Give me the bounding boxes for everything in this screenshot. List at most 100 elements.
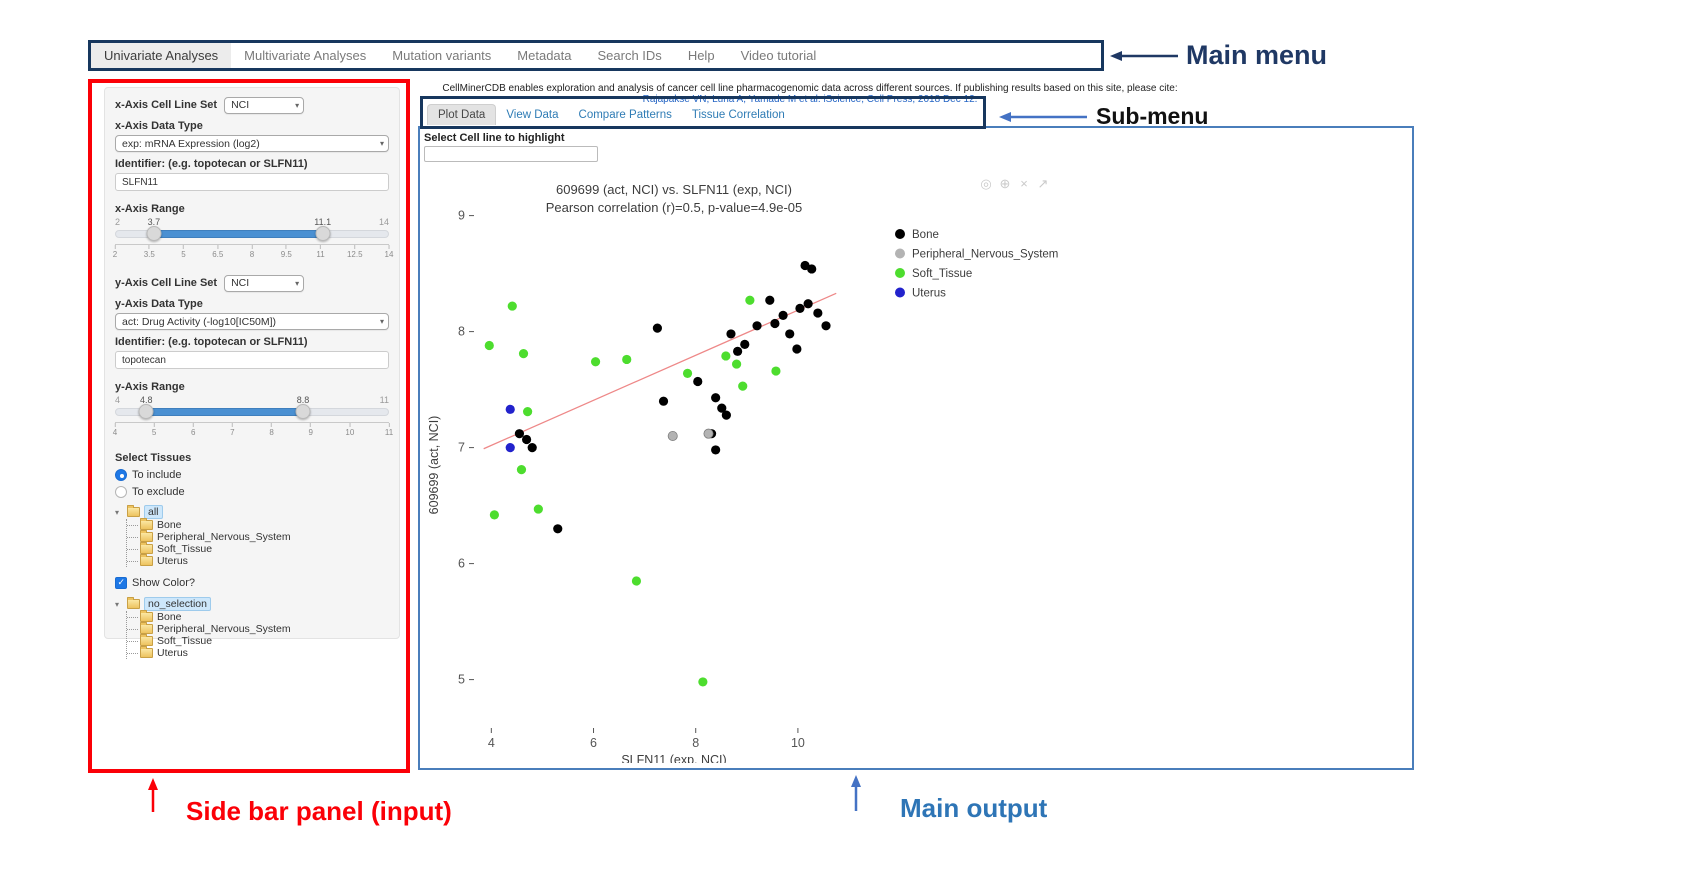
show-color-checkbox[interactable]: Show Color? [115,575,389,591]
collapse-icon[interactable]: ▾ [115,507,120,517]
tab-view-data[interactable]: View Data [506,109,559,121]
x-axis-identifier-input[interactable] [115,173,389,191]
scatter-point-bone[interactable] [813,308,823,318]
tree-item-bone[interactable]: Bone [127,518,389,531]
radio-to-exclude[interactable]: To exclude [115,484,389,499]
tree-item-soft-tissue[interactable]: Soft_Tissue [127,542,389,555]
legend-label[interactable]: Soft_Tissue [912,268,972,280]
zoom-in-icon[interactable]: ⊕ [1000,176,1011,191]
scatter-point-bone[interactable] [721,410,731,420]
tab-video-tutorial[interactable]: Video tutorial [740,48,817,63]
scatter-point-bone[interactable] [740,339,750,349]
scatter-point-bone[interactable] [553,524,563,534]
scatter-point-uterus[interactable] [505,443,515,453]
scatter-point-bone[interactable] [652,323,662,333]
tree-item-peripheral-nervous-system[interactable]: Peripheral_Nervous_System [127,530,389,543]
tab-tissue-correlation[interactable]: Tissue Correlation [691,109,785,121]
slider-handle-to[interactable] [295,404,311,419]
y-axis-cell-line-set-select[interactable]: NCI ▾ [224,274,305,292]
scatter-point-peripheral_nervous_system[interactable] [703,428,714,439]
scatter-point-bone[interactable] [658,396,669,406]
tab-mutation-variants[interactable]: Mutation variants [392,48,492,63]
color-tree-item-peripheral-nervous-system[interactable]: Peripheral_Nervous_System [127,622,389,635]
scatter-point-bone[interactable] [770,318,780,329]
scatter-point-soft_tissue[interactable] [721,351,731,361]
camera-icon[interactable]: ◎ [980,176,991,191]
citation-link[interactable]: Rajapakse VN, Luna A, Yamade M et al. iS… [642,94,978,105]
scatter-point-soft_tissue[interactable] [533,504,543,514]
scatter-point-bone[interactable] [717,403,727,413]
tree-root-label[interactable]: no_selection [144,597,211,611]
slider-to-label: 11.1 [314,217,332,227]
scatter-point-bone[interactable] [821,321,831,331]
close-icon[interactable]: × [1020,176,1028,191]
color-tree-item-uterus[interactable]: Uterus [127,646,389,659]
cell-line-highlight-input[interactable] [424,146,598,162]
scatter-point-soft_tissue[interactable] [516,465,527,475]
scatter-point-soft_tissue[interactable] [731,359,742,369]
tree-item-uterus[interactable]: Uterus [127,554,389,567]
scatter-point-peripheral_nervous_system[interactable] [667,430,678,441]
scatter-point-soft_tissue[interactable] [507,301,517,311]
legend-label[interactable]: Uterus [912,288,946,300]
scatter-point-bone[interactable] [693,376,703,387]
scatter-point-soft_tissue[interactable] [484,340,494,351]
scatter-point-bone[interactable] [792,344,802,354]
slider-handle-from[interactable] [146,226,162,241]
scatter-point-soft_tissue[interactable] [771,366,781,376]
tree-root-all[interactable]: ▾ all [115,505,389,519]
scatter-point-soft_tissue[interactable] [489,510,499,520]
scatter-point-bone[interactable] [733,346,743,356]
scatter-point-bone[interactable] [795,303,805,313]
tab-univariate-analyses[interactable]: Univariate Analyses [91,43,232,68]
slider-handle-from[interactable] [138,404,154,419]
x-axis-range-slider[interactable]: 2 14 3.7 11.1 2 3.5 5 6.5 8 9.5 11 12.5 … [113,217,394,260]
tree-root-label[interactable]: all [144,505,163,519]
scatter-point-soft_tissue[interactable] [738,381,748,391]
scatter-point-soft_tissue[interactable] [523,407,533,417]
x-axis-data-type-select[interactable]: exp: mRNA Expression (log2) ▾ [115,135,389,152]
scatter-point-soft_tissue[interactable] [622,354,632,365]
x-axis-cell-line-set-select[interactable]: NCI ▾ [224,96,305,114]
scatter-point-uterus[interactable] [505,404,515,414]
scatter-point-soft_tissue[interactable] [518,349,529,359]
tab-plot-data[interactable]: Plot Data [427,104,497,125]
scatter-point-bone[interactable] [514,429,525,439]
scatter-point-bone[interactable] [778,310,788,320]
tab-metadata[interactable]: Metadata [517,48,572,63]
pan-icon[interactable]: ↗ [1038,176,1049,191]
y-axis-data-type-select[interactable]: act: Drug Activity (-log10[IC50M]) ▾ [115,313,389,330]
radio-to-include[interactable]: To include [115,467,389,482]
tree-root-no-selection[interactable]: ▾ no_selection [115,597,389,611]
scatter-point-bone[interactable] [521,434,532,445]
scatter-point-bone[interactable] [785,329,795,339]
y-axis-identifier-input[interactable] [115,351,389,369]
slider-bar[interactable] [153,230,323,238]
y-axis-range-slider[interactable]: 4 11 4.8 8.8 4 5 6 7 8 9 10 11 [113,395,393,438]
main-menu-annotation: Main menu [1186,40,1328,70]
color-tree-item-soft-tissue[interactable]: Soft_Tissue [127,634,389,647]
scatter-point-soft_tissue[interactable] [682,368,693,378]
tab-search-ids[interactable]: Search IDs [597,48,662,63]
collapse-icon[interactable]: ▾ [115,599,120,609]
scatter-point-bone[interactable] [752,321,762,331]
tab-multivariate-analyses[interactable]: Multivariate Analyses [244,48,367,63]
slider-handle-to[interactable] [315,226,331,241]
scatter-point-bone[interactable] [711,393,721,403]
slider-bar[interactable] [146,408,303,416]
scatter-point-bone[interactable] [765,295,775,305]
tab-help[interactable]: Help [687,48,715,63]
scatter-point-bone[interactable] [726,329,736,339]
scatter-point-bone[interactable] [803,299,813,309]
legend-label[interactable]: Bone [912,229,939,241]
scatter-point-bone[interactable] [527,443,537,453]
legend-label[interactable]: Peripheral_Nervous_System [912,249,1058,261]
scatter-point-soft_tissue[interactable] [745,295,755,305]
scatter-point-soft_tissue[interactable] [698,677,708,687]
scatter-point-bone[interactable] [807,264,817,274]
tab-compare-patterns[interactable]: Compare Patterns [578,109,672,121]
scatter-point-bone[interactable] [711,445,721,455]
scatter-point-soft_tissue[interactable] [631,576,642,586]
color-tree-item-bone[interactable]: Bone [127,610,389,623]
scatter-point-soft_tissue[interactable] [590,357,601,367]
